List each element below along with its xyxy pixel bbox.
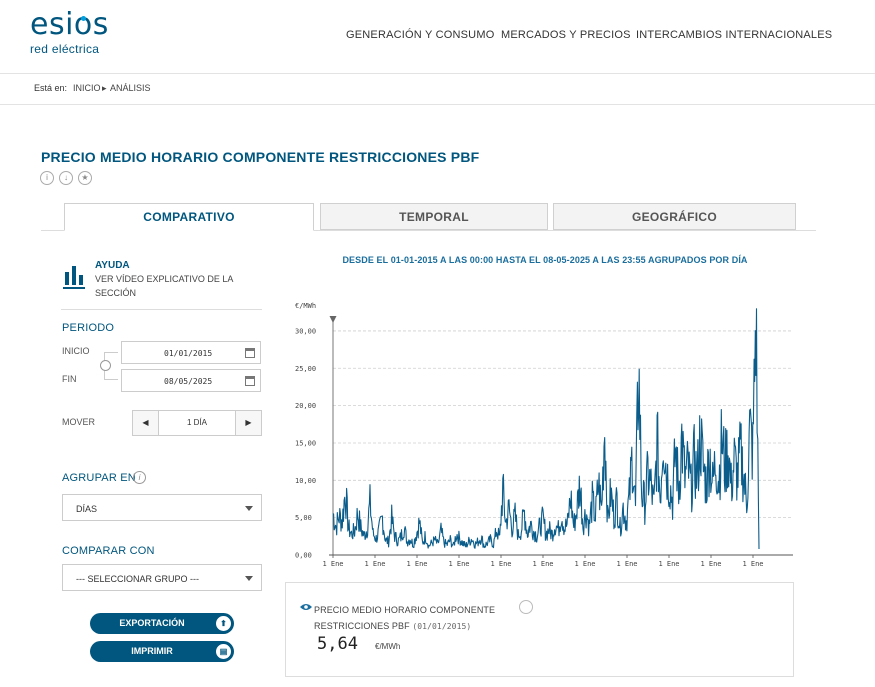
tab-comparativo[interactable]: COMPARATIVO bbox=[64, 203, 314, 231]
agrupar-label: AGRUPAR EN bbox=[62, 472, 136, 484]
star-icon[interactable]: ★ bbox=[78, 171, 92, 185]
series-value: 5,64 bbox=[317, 634, 358, 654]
export-button[interactable]: EXPORTACIÓN ⬆ bbox=[90, 613, 234, 634]
comparar-select-value: --- SELECCIONAR GRUPO --- bbox=[76, 574, 200, 584]
y-axis-unit: €/MWh bbox=[295, 302, 316, 310]
agrupar-select-value: DÍAS bbox=[76, 504, 98, 514]
esios-logo[interactable]: esios red eléctrica bbox=[30, 7, 109, 57]
breadcrumb-prefix: Está en: bbox=[34, 83, 68, 93]
help-video-link[interactable]: VER VÍDEO EXPLICATIVO DE LA SECCIÓN bbox=[95, 274, 233, 298]
breadcrumb-inicio[interactable]: INICIO bbox=[73, 83, 101, 93]
agrupar-info-icon[interactable]: i bbox=[133, 471, 146, 484]
logo-subtitle: red eléctrica bbox=[30, 42, 100, 56]
x-tick-label: 1 Ene bbox=[406, 560, 427, 568]
link-dates-icon[interactable] bbox=[100, 360, 111, 371]
comparar-label: COMPARAR CON bbox=[62, 545, 155, 557]
inicio-date-field[interactable]: 01/01/2015 bbox=[121, 341, 261, 364]
nav-intercambios-internacionales[interactable]: INTERCAMBIOS INTERNACIONALES bbox=[636, 29, 833, 41]
series-date: (01/01/2015) bbox=[412, 622, 472, 631]
breadcrumb-analisis[interactable]: ANÁLISIS bbox=[110, 83, 151, 93]
mover-prev-button[interactable]: ◀ bbox=[142, 418, 149, 427]
x-tick-label: 1 Ene bbox=[322, 560, 343, 568]
mover-next-button[interactable]: ▶ bbox=[245, 418, 252, 427]
print-label: IMPRIMIR bbox=[131, 646, 173, 656]
download-icon[interactable]: ↓ bbox=[59, 171, 73, 185]
series-name-line1: PRECIO MEDIO HORARIO COMPONENTE bbox=[314, 605, 496, 615]
agrupar-select[interactable]: DÍAS bbox=[62, 494, 262, 521]
series-info-box: PRECIO MEDIO HORARIO COMPONENTE RESTRICC… bbox=[285, 582, 794, 677]
y-tick-label: 10,00 bbox=[295, 477, 316, 485]
logo-text: esios bbox=[30, 7, 109, 42]
x-tick-label: 1 Ene bbox=[574, 560, 595, 568]
info-icon[interactable]: i bbox=[40, 171, 54, 185]
print-button[interactable]: IMPRIMIR ▤ bbox=[90, 641, 234, 662]
nav-generacion-consumo[interactable]: GENERACIÓN Y CONSUMO bbox=[346, 29, 495, 41]
x-tick-label: 1 Ene bbox=[700, 560, 721, 568]
nav-mercados-precios[interactable]: MERCADOS Y PRECIOS bbox=[501, 29, 631, 41]
breadcrumb: Está en: INICIO ▸ ANÁLISIS bbox=[0, 75, 875, 105]
fin-date-value: 08/05/2025 bbox=[164, 377, 213, 386]
y-axis-marker bbox=[329, 316, 337, 323]
inicio-date-value: 01/01/2015 bbox=[164, 349, 213, 358]
periodo-label: PERIODO bbox=[62, 322, 115, 334]
eye-icon[interactable] bbox=[300, 603, 312, 611]
tabs-baseline bbox=[41, 230, 816, 231]
y-tick-label: 30,00 bbox=[295, 327, 316, 335]
series-line bbox=[332, 308, 760, 550]
x-tick-label: 1 Ene bbox=[364, 560, 385, 568]
printer-icon: ▤ bbox=[216, 644, 231, 659]
x-tick-label: 1 Ene bbox=[658, 560, 679, 568]
x-tick-label: 1 Ene bbox=[742, 560, 763, 568]
price-line-chart[interactable]: €/MWh 0,00 5,00 10,00 15,00 20,00 25,00 30,00 1 … bbox=[285, 296, 805, 576]
series-chart-icon[interactable] bbox=[519, 600, 533, 614]
series-name-line2: RESTRICCIONES PBF bbox=[314, 621, 410, 631]
inicio-label: INICIO bbox=[62, 346, 90, 356]
page-title: PRECIO MEDIO HORARIO COMPONENTE RESTRICC… bbox=[41, 149, 480, 165]
chevron-down-icon bbox=[245, 506, 253, 511]
x-tick-label: 1 Ene bbox=[490, 560, 511, 568]
chevron-down-icon bbox=[245, 576, 253, 581]
tab-temporal[interactable]: TEMPORAL bbox=[320, 203, 548, 230]
y-tick-label: 5,00 bbox=[295, 514, 312, 522]
chart-subtitle: DESDE EL 01-01-2015 A LAS 00:00 HASTA EL… bbox=[342, 255, 748, 265]
export-label: EXPORTACIÓN bbox=[119, 618, 185, 628]
y-tick-label: 15,00 bbox=[295, 439, 316, 447]
sidebar-divider bbox=[61, 309, 262, 310]
mover-stepper: ◀ 1 DÍA ▶ bbox=[132, 410, 262, 436]
mover-label: MOVER bbox=[62, 417, 96, 427]
export-icon: ⬆ bbox=[216, 616, 231, 631]
help-title[interactable]: AYUDA bbox=[95, 260, 130, 271]
calendar-icon[interactable] bbox=[245, 348, 255, 358]
fin-label: FIN bbox=[62, 374, 77, 384]
breadcrumb-separator: ▸ bbox=[102, 83, 107, 93]
y-tick-label: 25,00 bbox=[295, 365, 316, 373]
fin-date-field[interactable]: 08/05/2025 bbox=[121, 369, 261, 392]
x-tick-label: 1 Ene bbox=[616, 560, 637, 568]
x-tick-label: 1 Ene bbox=[532, 560, 553, 568]
tab-geografico[interactable]: GEOGRÁFICO bbox=[553, 203, 796, 230]
mover-value: 1 DÍA bbox=[158, 411, 236, 435]
bar-chart-help-icon[interactable] bbox=[63, 264, 85, 290]
series-unit: €/MWh bbox=[375, 642, 401, 651]
logo-dot-icon bbox=[81, 16, 86, 21]
comparar-select[interactable]: --- SELECCIONAR GRUPO --- bbox=[62, 564, 262, 591]
y-tick-label: 20,00 bbox=[295, 402, 316, 410]
top-header: esios red eléctrica GENERACIÓN Y CONSUMO… bbox=[0, 0, 875, 74]
x-tick-label: 1 Ene bbox=[448, 560, 469, 568]
y-tick-label: 0,00 bbox=[295, 552, 312, 560]
series-name: PRECIO MEDIO HORARIO COMPONENTE RESTRICC… bbox=[314, 602, 514, 635]
calendar-icon[interactable] bbox=[245, 376, 255, 386]
